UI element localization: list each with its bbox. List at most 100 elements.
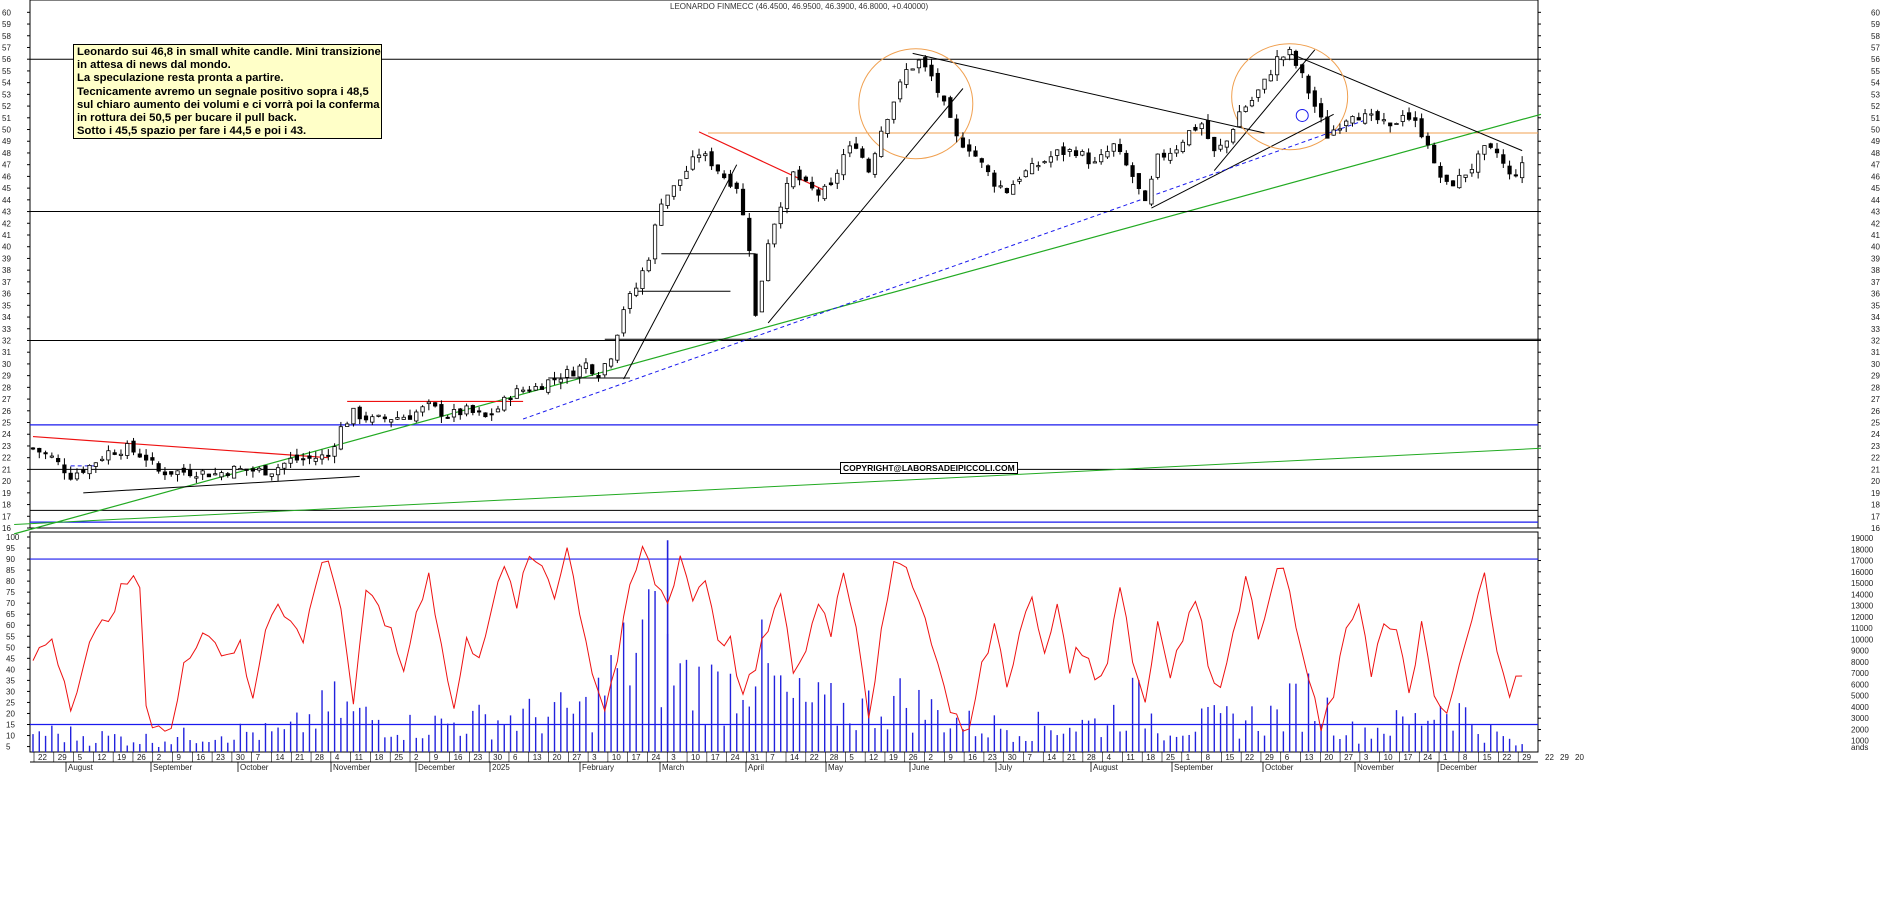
candle-body: [1143, 190, 1148, 202]
candle-body: [470, 405, 475, 413]
candle-body: [125, 443, 130, 456]
candle-body: [150, 457, 155, 461]
price-tick-label: 16: [1871, 524, 1880, 533]
trendline-black-rise: [623, 164, 738, 380]
candle-body: [948, 97, 953, 118]
candle-body: [1036, 165, 1041, 168]
price-tick-label: 43: [1871, 208, 1880, 217]
candle-body: [37, 447, 42, 453]
day-tick-label: 13: [533, 753, 542, 762]
day-tick-label: 26: [909, 753, 918, 762]
day-tick-label: 30: [236, 753, 245, 762]
candle-body: [213, 473, 218, 476]
day-tick-label: 10: [612, 753, 621, 762]
candle-body: [577, 365, 582, 378]
price-tick-label: 23: [1871, 442, 1880, 451]
copyright-label: COPYRIGHT@LABORSADEIPICCOLI.COM: [840, 462, 1018, 474]
candle-body: [43, 452, 48, 455]
candle-body: [652, 224, 658, 260]
candle-body: [1218, 144, 1223, 150]
candle-body: [1004, 188, 1010, 194]
day-tick-label: 30: [1008, 753, 1017, 762]
price-tick-label: 45: [1871, 184, 1880, 193]
volume-tick-label: 5000: [1851, 692, 1869, 701]
candle-body: [118, 453, 124, 456]
candle-body: [225, 473, 230, 476]
day-tick-label: 18: [374, 753, 383, 762]
day-tick-label: 29: [1265, 753, 1274, 762]
candle-body: [539, 386, 545, 390]
candle-body: [351, 407, 356, 425]
candle-body: [521, 389, 526, 392]
day-tick-label: 27: [1344, 753, 1353, 762]
price-tick-label: 30: [1871, 360, 1880, 369]
candle-body: [1086, 152, 1091, 165]
price-tick-label: 38: [1871, 266, 1880, 275]
price-tick-label: 17: [1871, 512, 1880, 521]
annotation-line: La speculazione resta pronta a partire.: [77, 72, 284, 85]
day-tick-label: 8: [1206, 753, 1211, 762]
price-tick-label: 24: [1871, 430, 1880, 439]
candle-body: [1155, 153, 1160, 178]
day-tick-label: 15: [1225, 753, 1234, 762]
volume-tick-label: 2000: [1851, 725, 1869, 734]
candle-body: [162, 471, 168, 476]
oscillator-tick-label: 40: [6, 665, 15, 674]
price-tick-label: 42: [2, 219, 11, 228]
candle-body: [1287, 49, 1292, 56]
day-tick-label: 9: [434, 753, 439, 762]
trendline-black-rise4: [1213, 49, 1316, 171]
candle-body: [1099, 154, 1104, 163]
price-tick-label: 35: [1871, 301, 1880, 310]
candle-body: [1023, 170, 1028, 178]
day-tick-label: 14: [1047, 753, 1056, 762]
candle-body: [546, 379, 551, 393]
annotation-line: in rottura dei 50,5 per bucare il pull b…: [77, 112, 297, 125]
candle-body: [1231, 129, 1236, 143]
price-tick-label: 28: [1871, 383, 1880, 392]
candle-body: [1488, 143, 1493, 148]
trendline-red-downtrend: [32, 435, 329, 459]
candle-body: [395, 417, 400, 420]
price-tick-label: 20: [1871, 477, 1880, 486]
candle-body: [992, 172, 997, 187]
candle-body: [891, 101, 896, 120]
day-tick-label: 11: [1126, 753, 1135, 762]
day-tick-label: 3: [592, 753, 597, 762]
month-label: 2025: [492, 763, 510, 772]
candle-body: [106, 450, 111, 461]
candle-body: [1199, 123, 1204, 129]
chart-title: LEONARDO FINMECC (46.4500, 46.9500, 46.3…: [670, 2, 928, 11]
candle-body: [640, 270, 645, 289]
candle-body: [1275, 56, 1280, 76]
candle-body: [231, 465, 237, 479]
day-tick-label: 2: [414, 753, 419, 762]
candle-body: [1187, 130, 1192, 146]
candle-body: [665, 194, 670, 206]
day-tick-label: 3: [1364, 753, 1369, 762]
candle-body: [1507, 165, 1512, 175]
candle-body: [1306, 75, 1311, 94]
candle-body: [1268, 74, 1273, 82]
oscillator-line: [32, 545, 1523, 732]
price-tick-label: 25: [1871, 419, 1880, 428]
candle-body: [753, 253, 758, 316]
candle-body: [451, 409, 457, 418]
day-tick-label: 6: [513, 753, 518, 762]
day-tick-label: 23: [216, 753, 225, 762]
candle-body: [1312, 90, 1317, 107]
volume-unit-label: ands: [1851, 743, 1868, 752]
oscillator-tick-label: 85: [6, 566, 15, 575]
candle-body: [954, 118, 959, 137]
candle-body: [74, 472, 80, 480]
candle-body: [401, 416, 406, 420]
candle-body: [910, 68, 915, 71]
candle-body: [275, 467, 281, 476]
price-tick-label: 47: [2, 161, 11, 170]
candle-body: [332, 446, 337, 457]
price-tick-label: 23: [2, 442, 11, 451]
price-tick-label: 54: [1871, 79, 1880, 88]
price-tick-label: 27: [1871, 395, 1880, 404]
oscillator-tick-label: 65: [6, 610, 15, 619]
month-label: October: [1265, 763, 1294, 772]
